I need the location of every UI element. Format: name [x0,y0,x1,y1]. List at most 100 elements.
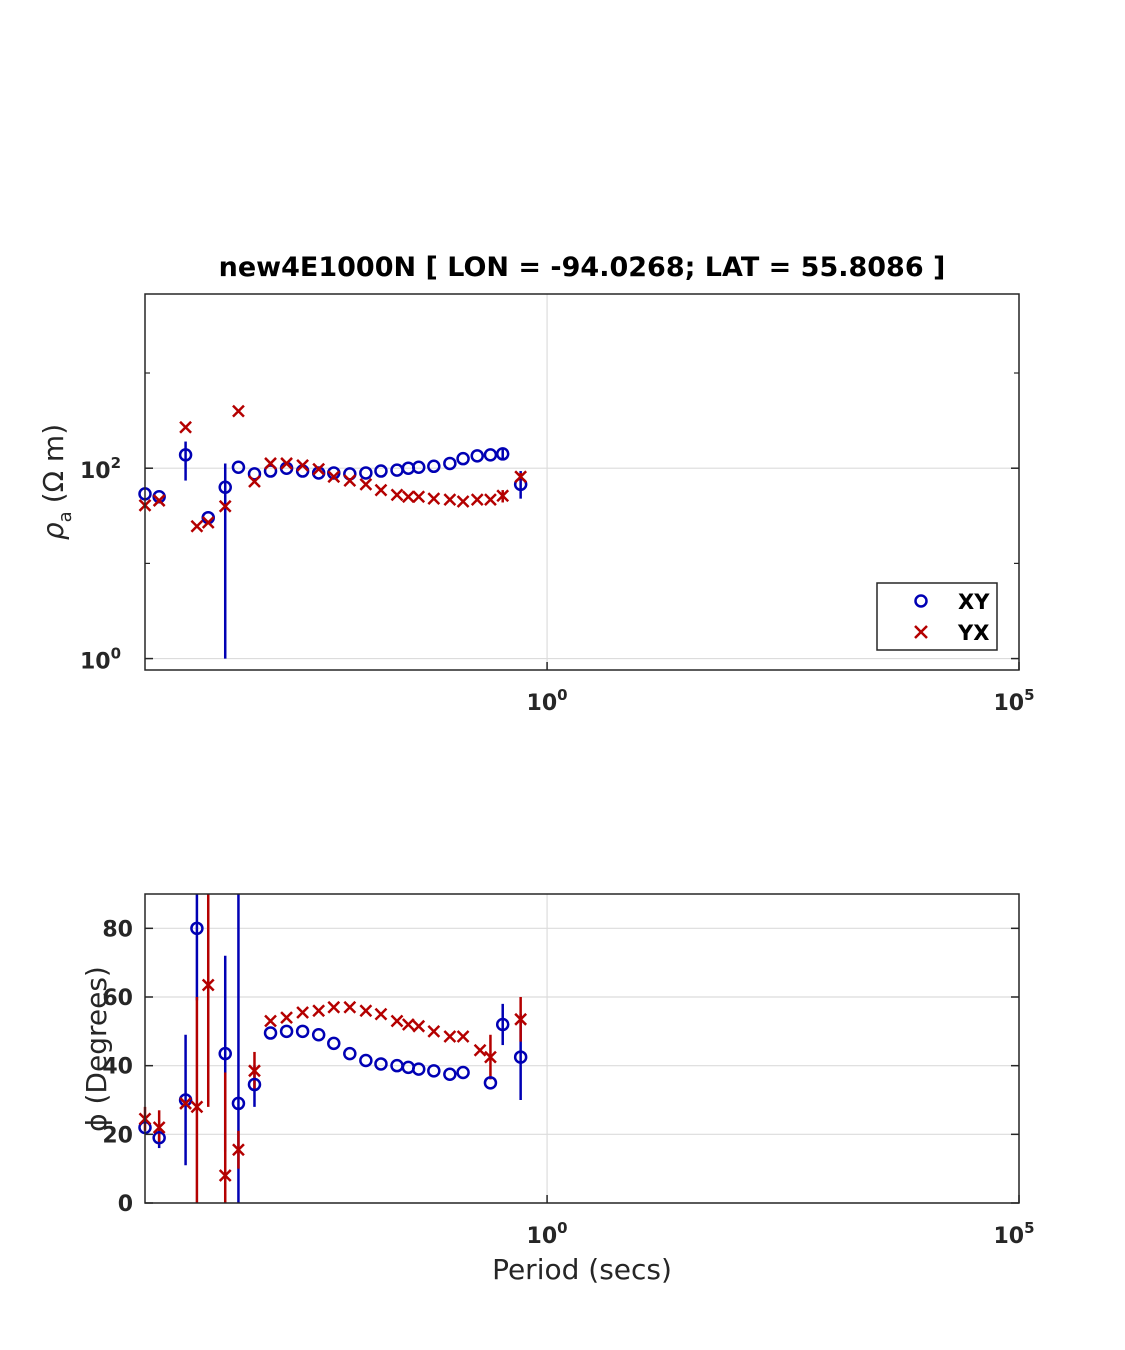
resistivity-yx-point [327,470,341,484]
phase-panel: 100 105 0 20 40 60 80 ϕ (Degrees) Period (secs… [80,893,1035,1286]
resistivity-yx-point [412,490,426,504]
resistivity-x-tick-label: 100 [527,686,568,716]
phase-xy-point [495,1017,510,1032]
resistivity-xy-point [231,460,246,474]
resistivity-yx-point [470,493,484,506]
resistivity-yx-point [152,494,166,507]
resistivity-xy-point [495,447,510,461]
phase-y-tick-label: 20 [102,1123,133,1148]
phase-yx-point [296,1006,310,1019]
phase-y-label: ϕ (Degrees) [80,966,113,1132]
phase-plot-area [145,894,1019,1203]
phase-xy-point [247,1077,262,1092]
phase-yx-point [312,1004,326,1018]
phase-y-tick-label: 60 [102,986,133,1011]
phase-yx-point [401,1018,415,1031]
resistivity-yx-point [248,475,261,488]
phase-yx-point [412,1019,426,1033]
resistivity-yx-point [427,492,441,506]
resistivity-yx-point [374,483,388,497]
phase-xy-point [218,1046,232,1061]
phase-xy-point [190,921,204,936]
phase-yx-point [218,1169,232,1182]
rho-symbol: ρ [37,522,70,540]
phase-xy-point [513,1050,528,1064]
phase-xy-point [231,1096,246,1111]
resistivity-xy-point [443,456,457,471]
phase-xy-point [295,1024,310,1039]
resistivity-yx-point [179,420,192,434]
phase-yx-point [514,1012,528,1026]
resistivity-xy-point [470,449,484,463]
resistivity-xy-point [218,480,232,494]
legend-yx-marker [914,625,928,639]
phase-yx-point [264,1014,277,1028]
resistivity-markers [138,404,528,533]
phase-xy-point [279,1024,294,1039]
phase-yx-point [390,1014,404,1028]
phase-yx-point [179,1097,192,1110]
phase-yx-point [280,1011,293,1024]
phase-yx-point [359,1004,373,1018]
phase-yx-point [473,1043,487,1057]
phase-yx-point [456,1030,470,1043]
phase-xy-point [483,1076,498,1090]
phase-xy-point [411,1062,426,1076]
phase-yx-point [248,1064,261,1078]
phase-yx-point [232,1143,245,1157]
resistivity-yx-point [296,458,310,472]
resistivity-yx-point [264,457,277,470]
phase-yx-point [201,978,215,992]
phase-xy-point [152,1131,166,1145]
resistivity-yx-point [232,404,245,418]
resistivity-x-tick-label: 105 [993,686,1034,716]
phase-xy-point [263,1026,278,1040]
legend-yx-label: YX [957,621,989,645]
phase-yx-point [443,1030,457,1043]
resistivity-xy-point [456,451,470,466]
resistivity-xy-point [427,459,441,474]
phase-xy-point [343,1046,357,1061]
x-axis-label: Period (secs) [492,1253,672,1286]
legend-box [876,582,998,651]
resistivity-ticks: 100 105 100 102 [80,372,1035,716]
svg-text:ρa(Ω m): ρa (Ω m) [37,424,76,540]
phase-xy-point [456,1065,470,1080]
resistivity-xy-point [247,467,262,481]
resistivity-panel: new4E1000N [ LON = -94.0268; LAT = 55.80… [37,252,1035,716]
phase-yx-point [190,1100,204,1114]
phase-xy-point [427,1064,441,1078]
resistivity-xy-point [411,460,426,474]
resistivity-yx-point [201,516,215,529]
resistivity-xy-point [263,464,278,478]
phase-yx-point [152,1121,166,1134]
phase-xy-point [311,1028,326,1042]
phase-xy-point [327,1036,341,1051]
resistivity-y-tick-label: 102 [80,454,121,484]
resistivity-yx-point [401,490,415,504]
phase-yx-point [327,1000,341,1014]
resistivity-yx-point [514,470,528,484]
resistivity-xy-point [178,448,193,462]
legend-xy-marker [914,594,928,608]
resistivity-axes-box [144,293,1020,671]
resistivity-yx-point [496,489,510,503]
legend-xy-label: XY [958,590,990,614]
resistivity-yx-point [443,493,457,506]
resistivity-yx-point [484,493,497,506]
resistivity-yx-point [190,519,204,533]
rho-units: (Ω m) [37,424,70,503]
phase-axes-box [144,893,1020,1204]
resistivity-yx-point [218,499,232,513]
resistivity-yx-point [390,488,404,502]
phase-x-tick-label: 100 [527,1219,568,1249]
phase-ticks: 100 105 0 20 40 60 80 [102,917,1034,1249]
phase-y-tick-label: 0 [118,1192,133,1217]
resistivity-xy-point [359,466,373,480]
resistivity-yx-point [343,474,357,487]
phase-y-tick-label: 80 [102,917,133,942]
phase-yx-point [343,1000,357,1014]
resistivity-xy-point [483,448,498,462]
resistivity-yx-point [312,462,326,476]
